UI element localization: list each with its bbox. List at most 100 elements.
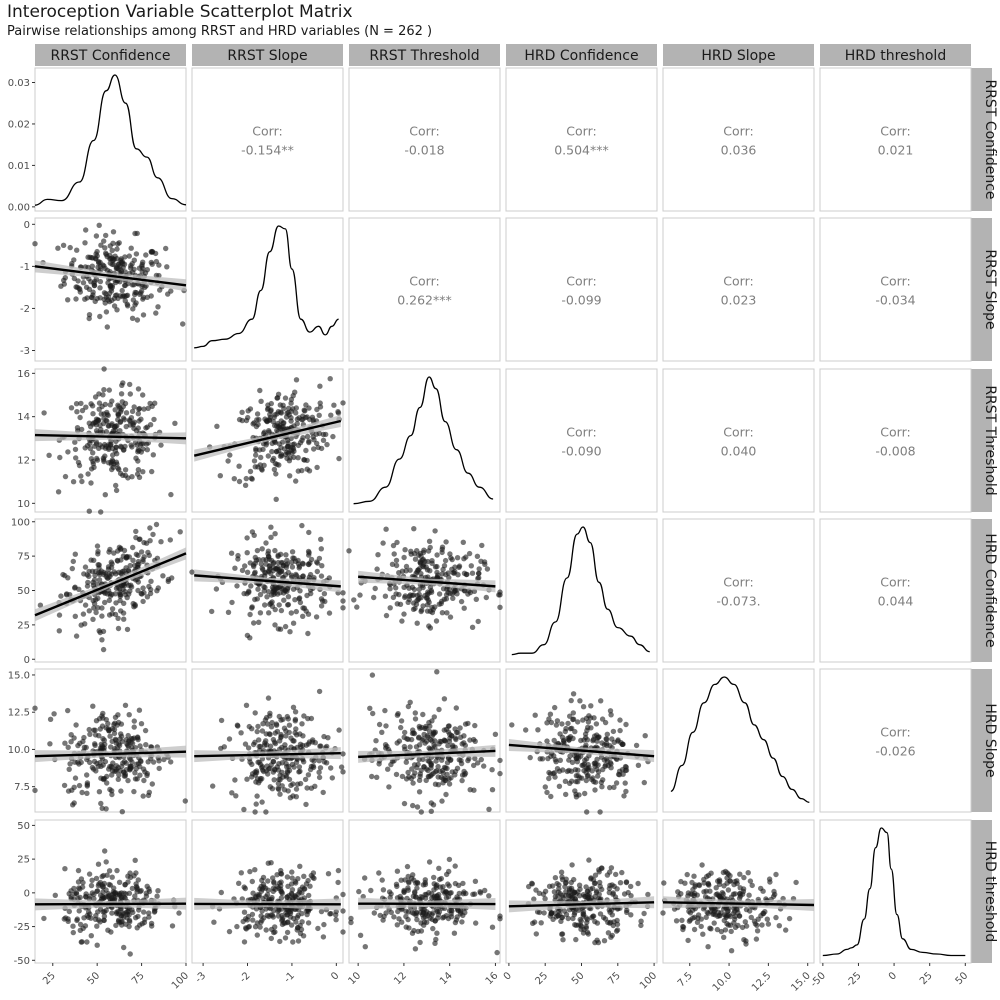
- scatter-point: [422, 877, 428, 883]
- scatter-point: [272, 622, 278, 628]
- scatter-point: [289, 875, 295, 881]
- scatter-point: [106, 881, 112, 888]
- scatter-point: [133, 766, 139, 772]
- scatter-point: [109, 764, 115, 771]
- scatter-point: [308, 715, 315, 722]
- scatter-point: [555, 913, 561, 919]
- y-tick-label-r3-3: 75: [17, 552, 30, 563]
- scatter-point: [127, 381, 133, 388]
- scatter-point: [301, 713, 307, 719]
- scatter-point: [410, 780, 416, 786]
- scatter-point: [257, 777, 263, 784]
- scatter-point: [409, 930, 416, 936]
- scatter-point: [91, 464, 97, 470]
- scatter-point: [624, 907, 630, 913]
- y-tick-label-r5-2: 0: [24, 888, 30, 899]
- x-tick-label-c0-2: 75: [130, 970, 147, 987]
- scatter-point: [462, 588, 468, 594]
- scatter-point: [328, 412, 334, 418]
- scatter-point: [300, 561, 306, 567]
- scatter-point: [376, 721, 383, 728]
- scatter-point: [370, 710, 376, 717]
- corr-value-r3-c4: -0.073.: [716, 594, 760, 609]
- scatter-point: [428, 808, 434, 814]
- x-tick-label-c5-2: 0: [887, 970, 899, 982]
- col-strip-rrst-slope: [192, 44, 343, 66]
- scatter-point: [753, 936, 760, 942]
- scatter-point: [284, 894, 290, 900]
- scatter-point: [276, 907, 282, 913]
- scatter-point: [638, 922, 644, 929]
- scatter-point: [379, 729, 385, 735]
- scatter-point: [482, 561, 488, 567]
- scatter-point: [70, 479, 77, 485]
- scatter-point: [375, 552, 381, 558]
- scatter-point: [115, 411, 121, 417]
- scatter-point: [434, 563, 440, 570]
- scatter-point: [584, 773, 591, 779]
- scatter-point: [433, 768, 440, 774]
- scatter-point: [387, 894, 393, 901]
- scatter-point: [462, 742, 468, 749]
- scatter-point: [168, 759, 174, 765]
- scatter-point: [60, 242, 67, 248]
- scatter-point: [241, 939, 248, 945]
- scatter-point: [599, 716, 606, 722]
- trend-line-r1-c0: [34, 265, 187, 287]
- scatter-point: [78, 473, 84, 479]
- row-strip-label-hrd-threshold: HRD threshold: [982, 841, 998, 942]
- scatter-point: [62, 866, 68, 872]
- scatter-point: [67, 761, 73, 767]
- scatter-point: [628, 883, 634, 890]
- scatter-point: [132, 893, 138, 899]
- scatter-point: [452, 735, 459, 741]
- y-tick-label-r4-2: 12.5: [8, 708, 30, 719]
- scatter-point: [272, 439, 278, 446]
- scatter-point: [32, 241, 38, 247]
- scatter-point: [97, 313, 103, 320]
- scatter-point: [277, 422, 283, 429]
- trend-line-r3-c1: [194, 574, 341, 588]
- scatter-point: [72, 775, 79, 781]
- scatter-point: [168, 491, 174, 498]
- scatter-point: [446, 586, 452, 593]
- scatter-point: [129, 763, 135, 770]
- scatter-point: [98, 509, 104, 515]
- scatter-point: [357, 932, 364, 938]
- scatter-point: [559, 721, 565, 727]
- scatter-point: [340, 751, 346, 757]
- scatter-point: [318, 603, 325, 609]
- scatter-point: [52, 892, 58, 898]
- scatter-point: [247, 635, 253, 641]
- scatter-point: [440, 566, 446, 573]
- scatter-point: [414, 569, 420, 575]
- scatter-point: [394, 740, 400, 746]
- scatter-point: [83, 284, 90, 290]
- scatter-point: [609, 932, 615, 939]
- scatter-point: [533, 931, 539, 937]
- scatter-point: [570, 915, 576, 922]
- scatter-point: [140, 392, 146, 398]
- scatter-point: [383, 723, 389, 729]
- y-tick-label-r0-2: 0.02: [8, 119, 30, 130]
- scatter-point: [414, 764, 420, 771]
- scatter-point: [249, 878, 255, 885]
- scatter-point: [737, 891, 743, 897]
- corr-label-r1-c2: Corr:: [409, 274, 439, 289]
- scatter-point: [138, 549, 145, 555]
- scatter-point: [443, 777, 449, 783]
- scatter-point: [127, 418, 133, 424]
- scatter-point: [747, 878, 754, 884]
- scatter-point: [114, 910, 120, 917]
- scatter-point: [396, 591, 402, 598]
- x-tick-label-c0-3: 100: [170, 970, 191, 991]
- chart-subtitle: Pairwise relationships among RRST and HR…: [7, 24, 433, 39]
- scatter-point: [135, 761, 142, 767]
- scatter-point: [101, 366, 107, 372]
- scatter-point: [109, 910, 115, 916]
- scatter-point: [306, 561, 312, 568]
- scatter-point: [374, 566, 380, 572]
- scatter-point: [58, 593, 64, 599]
- scatter-point: [566, 757, 572, 763]
- scatter-point: [433, 618, 440, 624]
